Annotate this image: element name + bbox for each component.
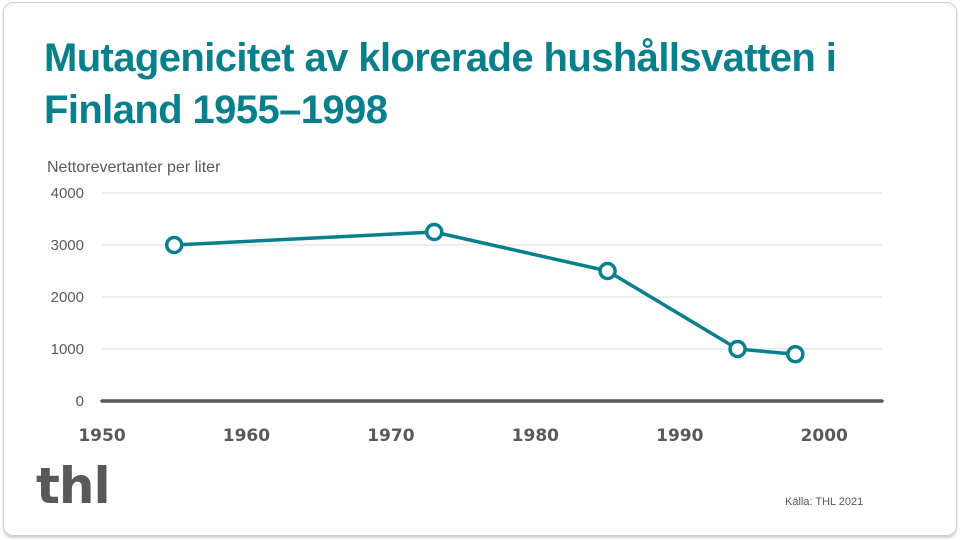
y-tick-label: 0 [76, 393, 84, 410]
y-axis-label: Nettorevertanter per liter [47, 159, 221, 176]
x-tick-label: 1950 [78, 426, 125, 446]
source-note: Källa: THL 2021 [785, 496, 864, 508]
y-tick-label: 1000 [51, 341, 84, 358]
y-tick-label: 3000 [51, 237, 84, 254]
data-point-marker [786, 344, 805, 364]
x-tick-label: 2000 [801, 426, 848, 446]
x-axis-ticks: 1950 1960 1970 1980 1990 2000 [78, 426, 848, 446]
data-point-marker [164, 235, 184, 255]
data-point-marker [728, 339, 747, 359]
y-tick-label: 2000 [51, 289, 84, 306]
data-markers [164, 222, 805, 364]
x-tick-label: 1990 [656, 426, 703, 446]
thl-logo: thl [36, 457, 111, 515]
y-tick-label: 4000 [51, 185, 84, 202]
x-tick-label: 1960 [223, 426, 270, 446]
series-line [174, 230, 796, 356]
data-point-marker [598, 261, 617, 281]
gridlines [102, 192, 882, 350]
chart-card [3, 2, 957, 536]
x-tick-label: 1970 [367, 426, 414, 446]
x-tick-label: 1980 [512, 426, 559, 446]
chart-title: Mutagenicitet av klorerade hushållsvatte… [44, 36, 837, 132]
data-point-marker [424, 222, 444, 242]
y-axis-ticks: 0 1000 2000 3000 4000 [51, 185, 84, 410]
